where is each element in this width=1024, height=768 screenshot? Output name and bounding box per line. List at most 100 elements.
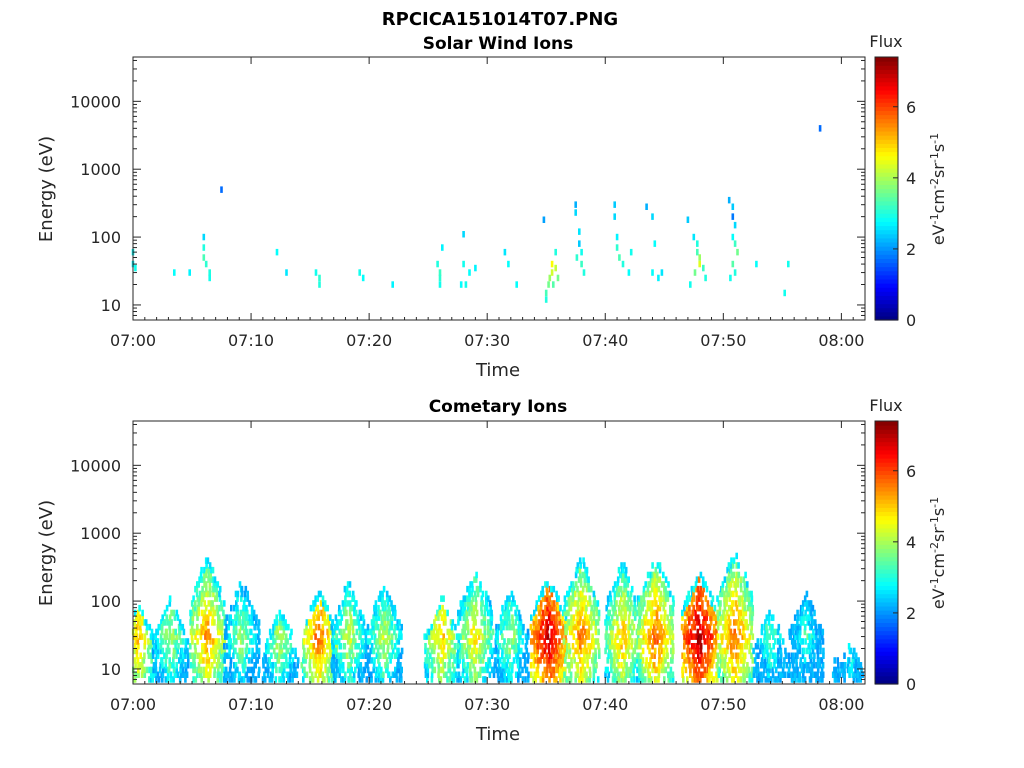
spectrogram-cell: [282, 619, 285, 626]
spectrogram-cell: [489, 643, 493, 650]
spectrogram-cell: [763, 633, 767, 640]
spectrogram-cell: [248, 619, 252, 626]
spectrogram-cell: [207, 628, 210, 636]
spectrogram-cell: [631, 652, 634, 659]
spectrogram-cell: [663, 609, 667, 617]
spectrogram-cell: [694, 647, 698, 655]
spectrogram-cell: [333, 638, 337, 645]
spectrogram-cell: [546, 633, 550, 640]
spectrogram-cell: [671, 623, 674, 631]
spectrogram-cell: [728, 576, 731, 583]
spectrogram-cell: [834, 671, 837, 678]
spectrogram-cell: [706, 652, 710, 659]
spectrogram-cell: [395, 676, 399, 683]
spectrogram-cell: [309, 619, 313, 626]
spectrogram-cell: [273, 619, 277, 626]
spectrogram-cell: [638, 614, 642, 621]
spectrogram-cell: [814, 643, 818, 650]
spectrogram-cell: [758, 676, 761, 683]
spectrogram-cell: [523, 662, 527, 669]
spectrogram-cell: [772, 628, 776, 636]
spectrogram-cell: [728, 595, 731, 602]
spectrogram-cell: [473, 666, 477, 674]
spectrogram-cell: [137, 662, 140, 669]
spectrogram-cell: [591, 638, 594, 645]
spectrogram-cell: [854, 666, 857, 674]
spectrogram-cell: [199, 590, 202, 598]
spectrogram-cell: [324, 662, 327, 669]
spectrogram-cell: [190, 633, 194, 640]
spectrogram-cell: [801, 614, 804, 621]
spectrogram-cell: [816, 671, 819, 678]
spectrogram-cell: [463, 662, 466, 669]
spectrogram-cell: [607, 633, 610, 640]
spectrogram-cell: [561, 652, 565, 659]
spectrogram-cell: [773, 676, 776, 683]
spectrogram-cell: [375, 638, 378, 645]
spectrogram-cell: [447, 652, 450, 659]
spectrogram-cell: [215, 590, 219, 598]
spectrogram-cell: [189, 619, 192, 626]
spectrogram-cell: [481, 657, 485, 664]
spectrogram-cell: [266, 638, 269, 645]
spectrogram-cell: [726, 628, 730, 636]
spectrogram-cell: [158, 666, 162, 674]
colorbar-segment: [875, 478, 898, 484]
spectrogram-cell: [775, 676, 778, 683]
spectrogram-cell: [285, 662, 289, 669]
spectrogram-cell: [218, 628, 221, 636]
spectrogram-cell: [434, 614, 438, 621]
spectrogram-cell: [386, 643, 390, 650]
spectrogram-cell: [683, 657, 686, 664]
spectrogram-cell: [451, 619, 455, 626]
spectrogram-cell: [732, 643, 736, 650]
spectrogram-cell: [717, 600, 721, 607]
spectrogram-cell: [581, 590, 584, 598]
spectrogram-cell: [348, 647, 351, 655]
spectrogram-cell: [812, 671, 815, 678]
spectrogram-cell: [307, 628, 311, 636]
spectrogram-cell: [195, 628, 199, 636]
y-tick-label: 100: [90, 592, 121, 611]
spectrogram-cell: [579, 604, 583, 612]
spectrogram-cell: [557, 652, 561, 659]
spectrogram-cell: [218, 647, 221, 655]
spectrogram-cell: [713, 638, 716, 645]
spectrogram-cell: [539, 657, 542, 664]
spectrogram-cell: [667, 676, 671, 683]
spectrogram-cell: [225, 614, 228, 621]
colorbar-segment: [875, 610, 898, 615]
spectrogram-cell: [616, 623, 620, 631]
spectrogram-cell: [760, 623, 764, 631]
spectrogram-cell: [445, 671, 448, 678]
spectrogram-cell: [398, 652, 401, 659]
spectrogram-cell: [469, 581, 472, 588]
spectrogram-cell: [233, 662, 236, 669]
spectrogram-cell: [541, 671, 545, 678]
spectrogram-cell: [640, 595, 643, 602]
spectrogram-cell: [794, 643, 797, 650]
spectrogram-cell: [243, 595, 247, 602]
spectrogram-cell: [640, 638, 643, 645]
spectrogram-cell: [751, 666, 754, 674]
spectrogram-cell: [585, 604, 588, 612]
spectrogram-cell: [801, 662, 805, 669]
spectrogram-cell: [194, 585, 197, 593]
spectrogram-cell: [751, 633, 755, 640]
spectrogram-cell: [716, 676, 719, 683]
spectrogram-cell: [551, 600, 554, 607]
colorbar-segment: [875, 429, 898, 434]
spectrogram-cell: [258, 638, 261, 645]
spectrogram-cell: [237, 633, 240, 640]
spectrogram-cell: [597, 628, 600, 636]
spectrogram-cell: [650, 614, 654, 621]
spectrogram-cell: [594, 638, 598, 645]
spectrogram-cell: [193, 652, 196, 659]
spectrogram-cell: [692, 666, 696, 674]
spectrogram-cell: [198, 628, 201, 636]
spectrogram-cell: [331, 619, 335, 626]
colorbar-unit-label: eV-1cm-2sr-1s-1: [928, 133, 949, 245]
spectrogram-cell: [191, 614, 195, 621]
y-tick-label: 100: [90, 228, 121, 247]
spectrogram-cell: [861, 671, 865, 678]
